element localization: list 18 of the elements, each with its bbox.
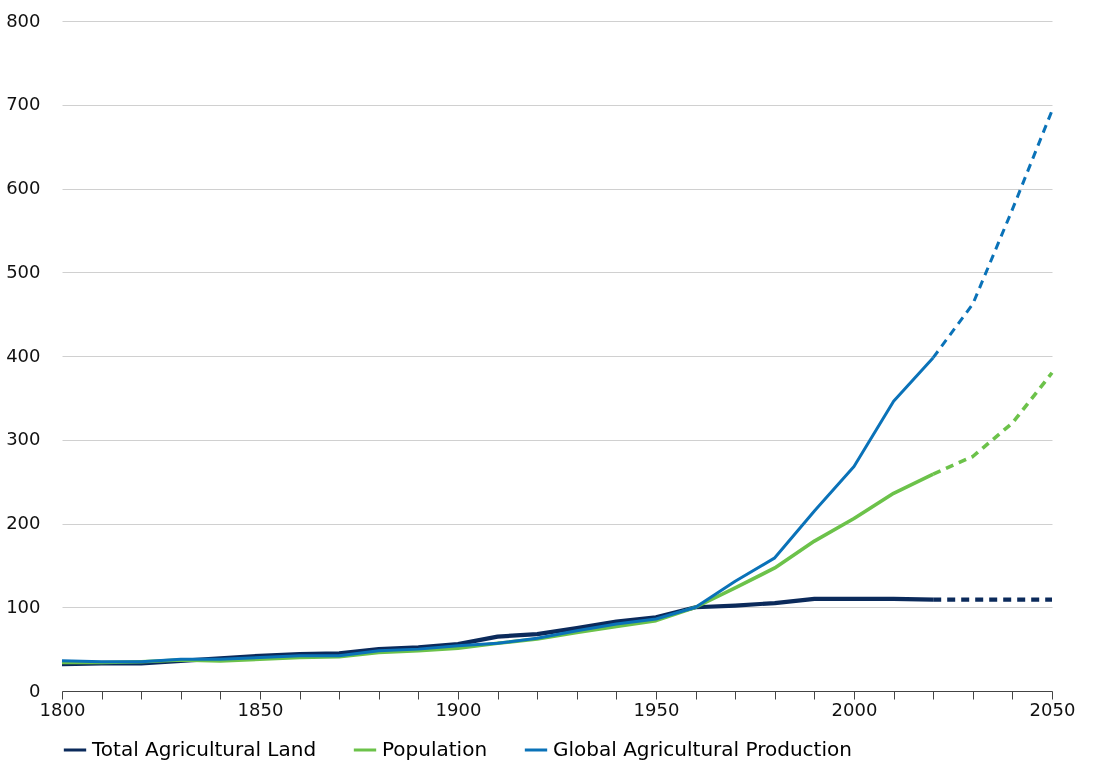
legend-label: Global Agricultural Production bbox=[553, 737, 852, 761]
legend-label: Total Agricultural Land bbox=[91, 737, 317, 761]
legend-label: Population bbox=[382, 737, 488, 761]
y-tick-label: 0 bbox=[29, 679, 41, 701]
y-tick-label: 300 bbox=[6, 428, 41, 450]
y-tick-label: 500 bbox=[6, 260, 41, 282]
x-tick-label: 1950 bbox=[633, 698, 680, 720]
y-tick-label: 400 bbox=[6, 344, 41, 366]
x-tick-label: 2050 bbox=[1029, 698, 1076, 720]
x-tick-label: 1800 bbox=[39, 698, 86, 720]
x-tick-label: 1850 bbox=[237, 698, 284, 720]
y-tick-label: 800 bbox=[6, 9, 41, 31]
y-tick-label: 100 bbox=[6, 595, 41, 617]
y-tick-label: 600 bbox=[6, 177, 41, 198]
x-tick-label: 1900 bbox=[435, 698, 482, 720]
y-tick-label: 700 bbox=[6, 93, 41, 115]
x-tick-label: 2000 bbox=[831, 698, 878, 720]
y-tick-label: 200 bbox=[6, 512, 41, 533]
